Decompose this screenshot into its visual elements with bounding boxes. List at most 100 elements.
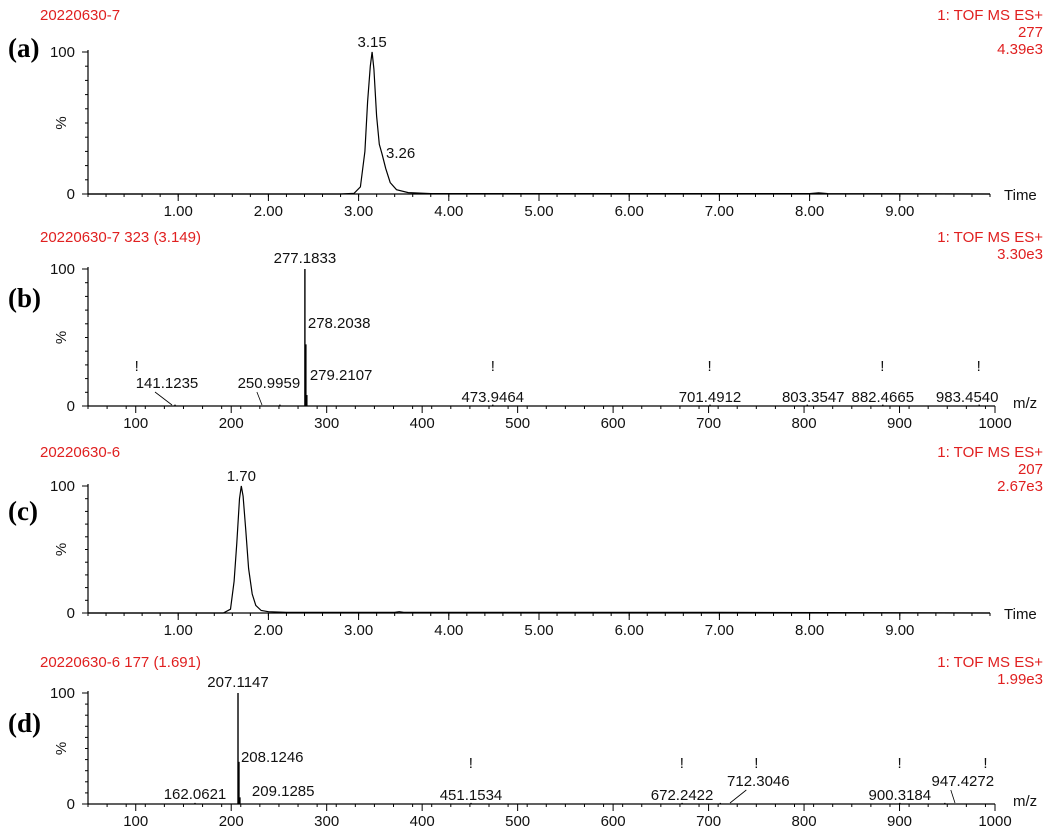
panel-a-xtick-label: 8.00 — [795, 203, 824, 220]
panel-b-xtick-label: 900 — [887, 415, 912, 432]
panel-b-ytick-100: 100 — [50, 261, 75, 278]
panel-d-peak-label: 900.3184 — [869, 787, 932, 804]
panel-b-header-right-0: 1: TOF MS ES+ — [937, 229, 1043, 246]
panel-d-xtick-label: 200 — [219, 813, 244, 830]
panel-d-xtick-label: 700 — [696, 813, 721, 830]
panel-d-ytick-0: 0 — [67, 796, 75, 813]
panel-d-peak-label: 947.4272 — [932, 773, 995, 790]
panel-b-peak-leader — [154, 391, 173, 406]
panel-d-xtick-label: 400 — [410, 813, 435, 830]
panel-b-header-right-1: 3.30e3 — [997, 246, 1043, 263]
panel-d-ytick-100: 100 — [50, 685, 75, 702]
panel-d-xtick-label: 100 — [123, 813, 148, 830]
panel-a-xtick-label: 9.00 — [885, 203, 914, 220]
panel-d-marker: ! — [897, 755, 901, 772]
panel-d-xtick-label: 900 — [887, 813, 912, 830]
panel-b-ytick-0: 0 — [67, 398, 75, 415]
panel-d-peak-label: 712.3046 — [727, 773, 790, 790]
panel-c-xtick-label: 4.00 — [434, 622, 463, 639]
panel-b-peak-leader — [256, 391, 263, 406]
panel-b-peak-label: 701.4912 — [679, 389, 742, 406]
panel-b-xtick-label: 300 — [314, 415, 339, 432]
panel-a-xtick-label: 1.00 — [164, 203, 193, 220]
panel-c-label: (c) — [8, 496, 38, 526]
panel-d-xtick-label: 500 — [505, 813, 530, 830]
panel-b-ylabel: % — [53, 331, 70, 344]
panel-d-label: (d) — [8, 708, 41, 738]
panel-c-xtick-label: 5.00 — [524, 622, 553, 639]
panel-a-ylabel: % — [53, 116, 70, 129]
panel-b-marker: ! — [491, 358, 495, 375]
panel-c-xtick-label: 1.00 — [164, 622, 193, 639]
panel-d-peak-label: 207.1147 — [207, 674, 268, 691]
panel-d-ylabel: % — [53, 742, 70, 755]
panel-c-xtick-label: 9.00 — [885, 622, 914, 639]
panel-b-peak-label: 473.9464 — [461, 389, 524, 406]
panel-d-peak-label: 208.1246 — [241, 749, 304, 766]
panel-a-xtick-label: 5.00 — [524, 203, 553, 220]
panel-b-marker: ! — [135, 358, 139, 375]
panel-d-marker: ! — [983, 755, 987, 772]
panel-b-peak-label: 278.2038 — [308, 315, 371, 332]
panel-c-ytick-0: 0 — [67, 605, 75, 622]
panel-a-header-right-1: 277 — [1018, 24, 1043, 41]
panel-c-peak-label: 1.70 — [227, 468, 256, 485]
panel-a-header-right-0: 1: TOF MS ES+ — [937, 7, 1043, 24]
panel-d-header-right-0: 1: TOF MS ES+ — [937, 654, 1043, 671]
panel-a-xtick-label: 4.00 — [434, 203, 463, 220]
panel-c-xtick-label: 7.00 — [705, 622, 734, 639]
panel-c-xtick-label: 6.00 — [615, 622, 644, 639]
panel-c-xtick-label: 2.00 — [254, 622, 283, 639]
panel-b-header-left: 20220630-7 323 (3.149) — [40, 229, 201, 246]
panel-d-xtick-label: 1000 — [978, 813, 1011, 830]
panel-c-header-right-2: 2.67e3 — [997, 478, 1043, 495]
panel-b-marker: ! — [977, 358, 981, 375]
panel-b-xtick-label: 200 — [219, 415, 244, 432]
panel-c-header-left: 20220630-6 — [40, 444, 120, 461]
panel-c-xtick-label: 3.00 — [344, 622, 373, 639]
panel-b-xtick-label: 600 — [601, 415, 626, 432]
panel-a-xtick-label: 7.00 — [705, 203, 734, 220]
panel-a-ytick-100: 100 — [50, 44, 75, 61]
panel-b-xlabel: m/z — [1013, 395, 1037, 412]
panel-d-header-right-1: 1.99e3 — [997, 671, 1043, 688]
panel-a-header-left: 20220630-7 — [40, 7, 120, 24]
panel-b-xtick-label: 800 — [792, 415, 817, 432]
panel-a-ytick-0: 0 — [67, 186, 75, 203]
panel-b-xtick-label: 1000 — [978, 415, 1011, 432]
panel-b-xtick-label: 500 — [505, 415, 530, 432]
panel-a-xtick-label: 6.00 — [615, 203, 644, 220]
panel-a-peak-label: 3.15 — [358, 34, 387, 51]
panel-b-marker: ! — [880, 358, 884, 375]
panel-a-peak-label: 3.26 — [386, 145, 415, 162]
panel-b-peak-label: 882.4665 — [851, 389, 914, 406]
panel-b-peak-label: 983.4540 — [936, 389, 999, 406]
panel-d-peak-label: 209.1285 — [252, 783, 315, 800]
panel-c-ytick-100: 100 — [50, 478, 75, 495]
panel-b-peak-label: 279.2107 — [310, 367, 373, 384]
panel-d-xtick-label: 800 — [792, 813, 817, 830]
panel-a-header-right-2: 4.39e3 — [997, 41, 1043, 58]
panel-d-peak-label: 672.2422 — [651, 787, 714, 804]
panel-b-label: (b) — [8, 283, 41, 313]
panel-a-xlabel: Time — [1004, 187, 1037, 204]
panel-b-xtick-label: 100 — [123, 415, 148, 432]
panel-b-peak-label: 277.1833 — [274, 250, 337, 267]
panel-d-marker: ! — [680, 755, 684, 772]
panel-b-xtick-label: 400 — [410, 415, 435, 432]
panel-c-chromatogram-trace — [88, 485, 991, 614]
panel-b-xtick-label: 700 — [696, 415, 721, 432]
panel-b-marker: ! — [707, 358, 711, 375]
panel-d-xtick-label: 600 — [601, 813, 626, 830]
panel-d-xlabel: m/z — [1013, 793, 1037, 810]
panel-c-ylabel: % — [53, 543, 70, 556]
panel-d-marker: ! — [469, 755, 473, 772]
panel-d-peak-label: 451.1534 — [440, 787, 503, 804]
panel-d-marker: ! — [754, 755, 758, 772]
panel-a-xtick-label: 3.00 — [344, 203, 373, 220]
panel-d-peak-label: 162.0621 — [164, 786, 227, 803]
panel-c-xlabel: Time — [1004, 606, 1037, 623]
panel-b-peak-label: 803.3547 — [782, 389, 845, 406]
panel-b-peak-label: 141.1235 — [136, 375, 199, 392]
